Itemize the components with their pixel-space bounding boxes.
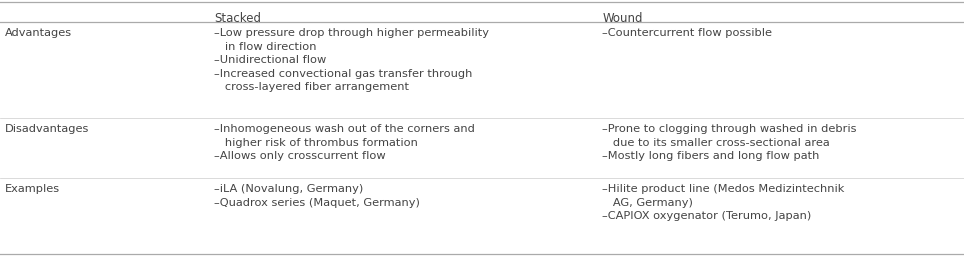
- Text: Wound: Wound: [602, 12, 643, 25]
- Text: Disadvantages: Disadvantages: [5, 124, 90, 134]
- Text: –Inhomogeneous wash out of the corners and
   higher risk of thrombus formation
: –Inhomogeneous wash out of the corners a…: [214, 124, 475, 161]
- Text: –iLA (Novalung, Germany)
–Quadrox series (Maquet, Germany): –iLA (Novalung, Germany) –Quadrox series…: [214, 184, 420, 208]
- Text: –Hilite product line (Medos Medizintechnik
   AG, Germany)
–CAPIOX oxygenator (T: –Hilite product line (Medos Medizintechn…: [602, 184, 844, 221]
- Text: Advantages: Advantages: [5, 28, 72, 38]
- Text: Stacked: Stacked: [214, 12, 261, 25]
- Text: –Prone to clogging through washed in debris
   due to its smaller cross-sectiona: –Prone to clogging through washed in deb…: [602, 124, 857, 161]
- Text: Examples: Examples: [5, 184, 60, 194]
- Text: –Low pressure drop through higher permeability
   in flow direction
–Unidirectio: –Low pressure drop through higher permea…: [214, 28, 489, 92]
- Text: –Countercurrent flow possible: –Countercurrent flow possible: [602, 28, 772, 38]
